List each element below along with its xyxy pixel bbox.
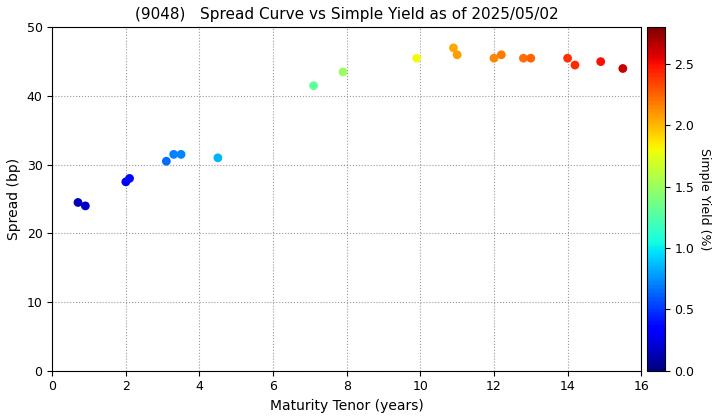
Title: (9048)   Spread Curve vs Simple Yield as of 2025/05/02: (9048) Spread Curve vs Simple Yield as o…	[135, 7, 559, 22]
Point	[80, 202, 91, 209]
Point	[495, 51, 507, 58]
Point	[120, 178, 132, 185]
Point	[411, 55, 423, 62]
Point	[562, 55, 573, 62]
X-axis label: Maturity Tenor (years): Maturity Tenor (years)	[270, 399, 423, 413]
Point	[595, 58, 606, 65]
Point	[525, 55, 536, 62]
Point	[168, 151, 179, 158]
Point	[124, 175, 135, 182]
Point	[518, 55, 529, 62]
Point	[488, 55, 500, 62]
Point	[570, 62, 581, 68]
Point	[617, 65, 629, 72]
Point	[308, 82, 320, 89]
Point	[337, 68, 348, 75]
Point	[72, 199, 84, 206]
Y-axis label: Simple Yield (%): Simple Yield (%)	[698, 148, 711, 250]
Point	[451, 51, 463, 58]
Point	[161, 158, 172, 165]
Point	[448, 45, 459, 51]
Point	[175, 151, 186, 158]
Y-axis label: Spread (bp): Spread (bp)	[7, 158, 21, 240]
Point	[212, 155, 224, 161]
